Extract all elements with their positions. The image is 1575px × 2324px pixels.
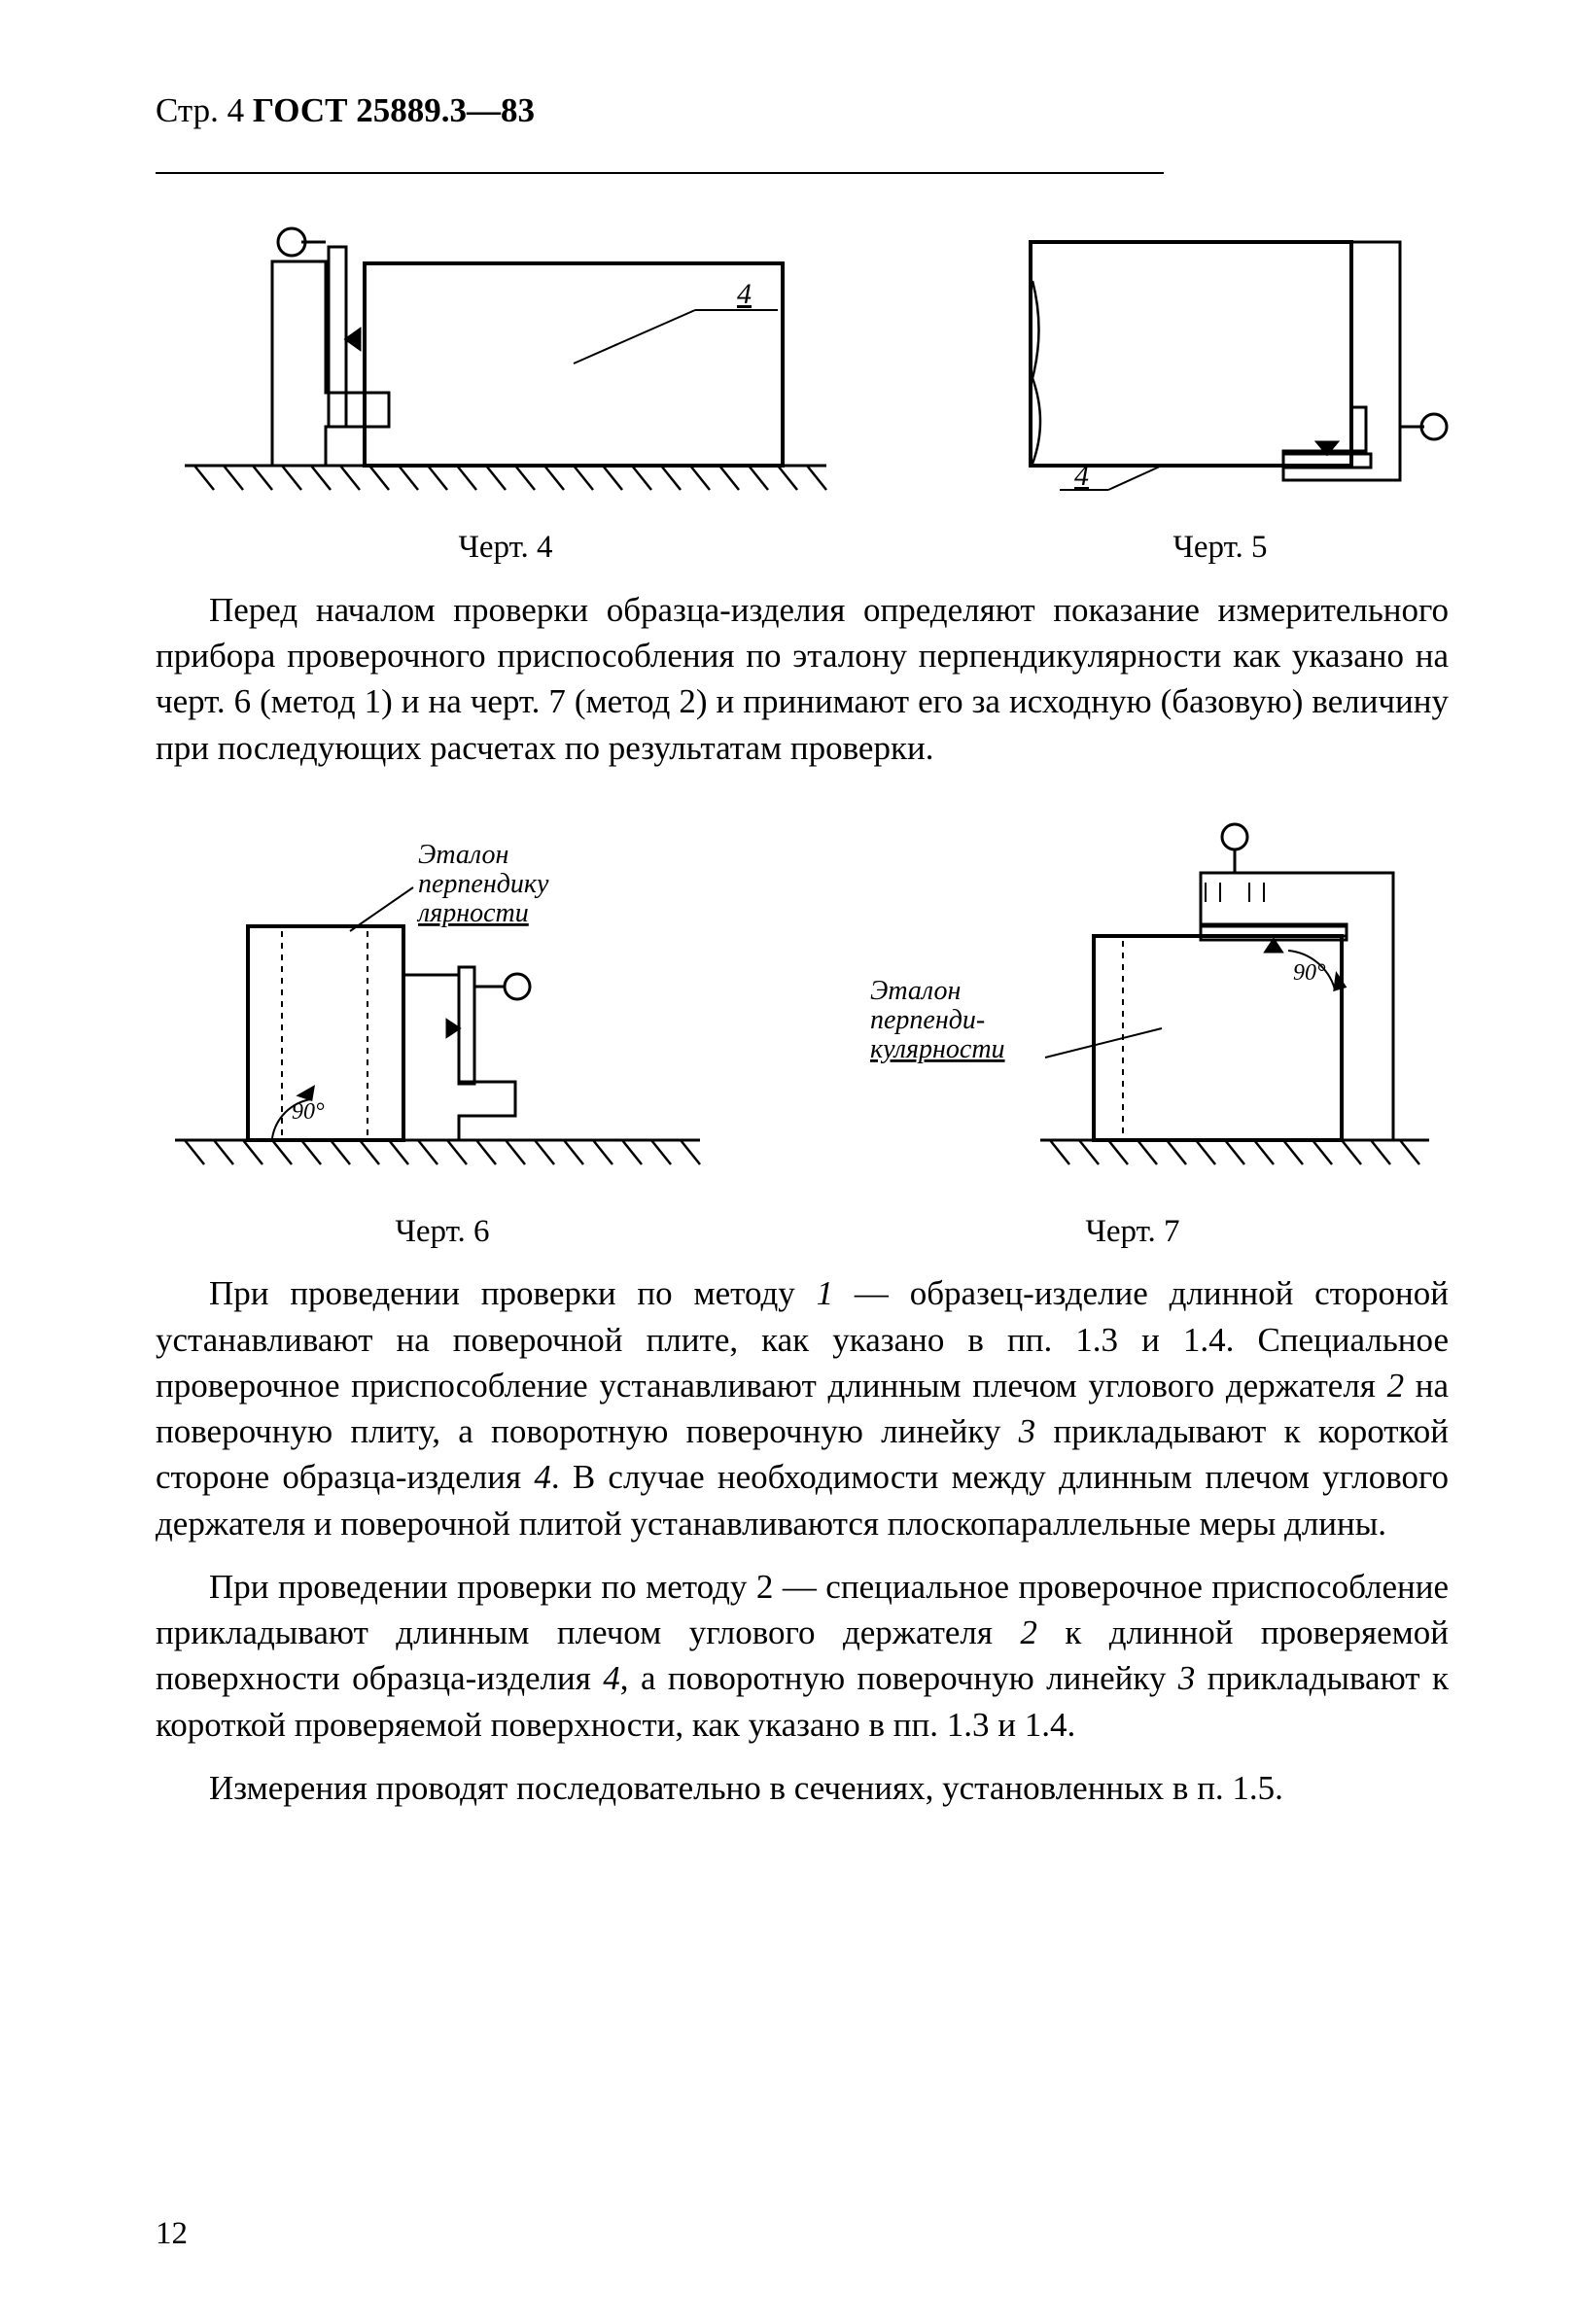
figure-row-4-5: 4 Черт. 4 (156, 203, 1449, 570)
figure-5: 4 Черт. 5 (992, 203, 1449, 570)
paragraph-2: При проведении проверки по методу 1 — об… (156, 1270, 1449, 1546)
figure-5-svg: 4 (992, 203, 1449, 514)
figure-4-callout: 4 (737, 278, 752, 310)
page-header: Стр. 4 ГОСТ 25889.3—83 (156, 87, 1449, 133)
figure-5-caption: Черт. 5 (1172, 526, 1267, 570)
figure-7: 90° Эталон перпенди- кулярности Черт. 7 (817, 810, 1449, 1254)
figure-7-angle: 90° (1293, 960, 1326, 986)
figure-6-caption: Черт. 6 (395, 1210, 489, 1254)
figure-7-label3: кулярности (870, 1034, 1005, 1064)
paragraph-4: Измерения проводят последовательно в сеч… (156, 1765, 1449, 1811)
figure-4-svg: 4 (156, 203, 856, 514)
figure-7-caption: Черт. 7 (1085, 1210, 1179, 1254)
figure-4-caption: Черт. 4 (458, 526, 552, 570)
figure-row-6-7: 90° Эталон перпендику лярности Черт. 6 (156, 810, 1449, 1254)
figure-7-svg: 90° Эталон перпенди- кулярности (817, 810, 1449, 1198)
figure-6-label2: перпендику (418, 869, 549, 899)
paragraph-3: При проведении проверки по методу 2 — сп… (156, 1564, 1449, 1748)
figure-6-label1: Эталон (418, 840, 508, 870)
page-number: 12 (156, 2212, 188, 2256)
figure-6: 90° Эталон перпендику лярности Черт. 6 (156, 829, 729, 1254)
header-prefix: Стр. 4 (156, 91, 253, 129)
header-standard: ГОСТ 25889.3—83 (253, 91, 535, 129)
header-rule (156, 172, 1164, 174)
figure-7-label1: Эталон (870, 976, 961, 1006)
figure-6-label3: лярности (416, 898, 529, 928)
figure-4: 4 Черт. 4 (156, 203, 856, 570)
figure-7-label2: перпенди- (870, 1005, 985, 1035)
figure-6-svg: 90° Эталон перпендику лярности (156, 829, 729, 1198)
figure-6-angle: 90° (292, 1099, 325, 1125)
paragraph-1: Перед началом проверки образца-изделия о… (156, 587, 1449, 771)
figure-5-callout: 4 (1074, 460, 1089, 492)
